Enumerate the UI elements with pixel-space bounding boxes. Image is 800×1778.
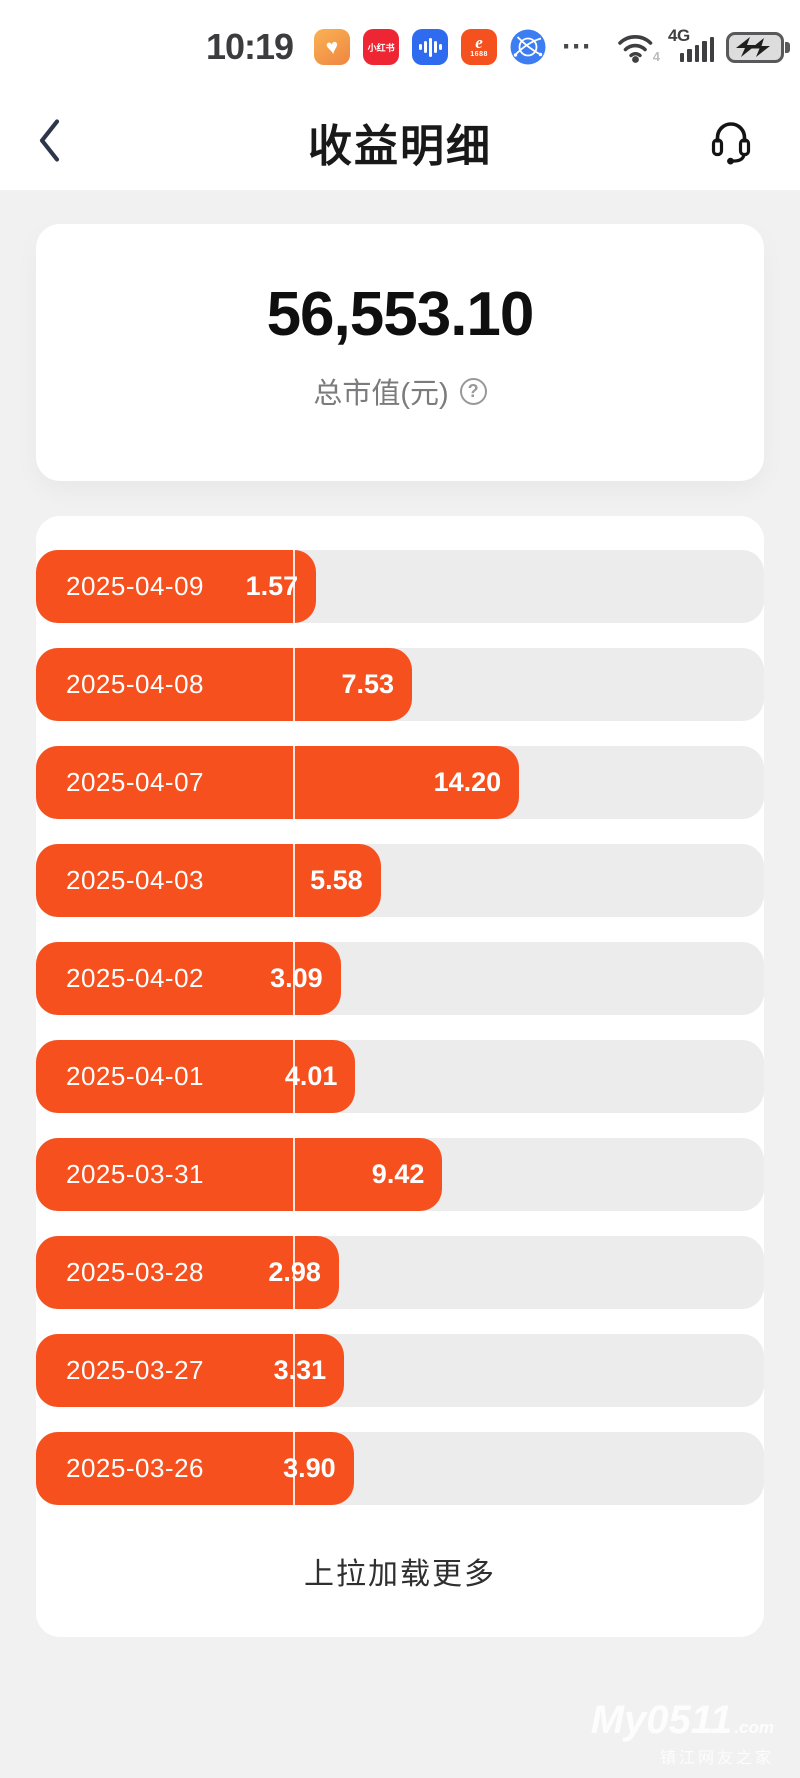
bar-row[interactable]: 2025-03-27 3.31 — [36, 1334, 764, 1407]
bar-date: 2025-04-01 — [66, 1061, 204, 1091]
bar-fill: 2025-04-03 5.58 — [36, 844, 381, 917]
load-more-text: 上拉加载更多 — [304, 1558, 496, 1591]
back-button[interactable] — [30, 113, 70, 172]
bar-fill: 2025-03-27 3.31 — [36, 1334, 345, 1407]
alibaba-1688-app-icon: e 1688 — [461, 29, 498, 65]
headset-icon — [708, 122, 754, 169]
signal-bars-icon — [679, 37, 714, 62]
wifi-icon: 4 — [616, 30, 660, 64]
help-icon[interactable]: ? — [459, 377, 487, 405]
bar-date: 2025-03-26 — [66, 1453, 204, 1483]
xiaohongshu-app-icon: 小红书 — [363, 29, 400, 65]
watermark-line1: My0511 .com — [590, 1698, 774, 1742]
bar-chart: 2025-04-09 1.57 2025-04-08 7.53 2025-04-… — [36, 522, 764, 1505]
header: 10:19 ♥ 小红书 e 1688 — [0, 0, 800, 190]
total-label: 总市值(元) — [313, 378, 449, 410]
bar-value: 3.09 — [270, 963, 323, 993]
earnings-chart-card: 2025-04-09 1.57 2025-04-08 7.53 2025-04-… — [36, 516, 764, 1637]
bar-value: 9.42 — [371, 1159, 425, 1189]
bar-row[interactable]: 2025-04-09 1.57 — [36, 550, 764, 623]
bar-date: 2025-04-09 — [66, 571, 204, 601]
bar-fill: 2025-04-01 4.01 — [36, 1040, 356, 1113]
bar-row[interactable]: 2025-04-07 14.20 — [36, 746, 764, 819]
chevron-left-icon — [34, 119, 66, 168]
bar-row[interactable]: 2025-04-08 7.53 — [36, 648, 764, 721]
cellular-signal-icon: 4G — [668, 26, 714, 65]
bar-row[interactable]: 2025-04-01 4.01 — [36, 1040, 764, 1113]
bar-fill: 2025-03-31 9.42 — [36, 1138, 443, 1211]
watermark-line2: 镇江网友之家 — [659, 1750, 774, 1767]
health-app-icon: ♥ — [314, 29, 351, 65]
bar-value: 5.58 — [310, 865, 363, 895]
voice-waveform-app-icon — [412, 29, 449, 65]
bar-row[interactable]: 2025-03-31 9.42 — [36, 1138, 764, 1211]
nav-bar: 收益明细 — [0, 94, 800, 190]
status-bar-left: 10:19 ♥ 小红书 e 1688 — [206, 26, 593, 67]
status-bar: 10:19 ♥ 小红书 e 1688 — [0, 24, 800, 70]
bar-value: 1.57 — [245, 571, 299, 601]
total-label-row: 总市值(元) ? — [313, 370, 487, 412]
chart-gridline — [292, 522, 295, 1505]
bar-date: 2025-04-02 — [66, 963, 204, 993]
bar-fill: 2025-03-26 3.90 — [36, 1432, 354, 1505]
bar-row[interactable]: 2025-04-03 5.58 — [36, 844, 764, 917]
bar-value: 3.90 — [283, 1453, 336, 1483]
bar-fill: 2025-04-07 14.20 — [36, 746, 520, 819]
clock: 10:19 — [206, 26, 294, 67]
bar-row[interactable]: 2025-04-02 3.09 — [36, 942, 764, 1015]
status-bar-right: 4 4G — [616, 26, 790, 65]
bar-date: 2025-03-31 — [66, 1159, 204, 1189]
network-type-label: 4G — [668, 26, 690, 45]
wifi-speed-indicator: 4 — [652, 49, 660, 64]
bar-fill: 2025-03-28 2.98 — [36, 1236, 339, 1309]
bar-row[interactable]: 2025-03-26 3.90 — [36, 1432, 764, 1505]
page-title: 收益明细 — [308, 122, 492, 171]
watermark: My0511 .com 镇江网友之家 — [591, 1700, 774, 1768]
total-market-value: 56,553.10 — [266, 280, 535, 349]
bar-fill: 2025-04-02 3.09 — [36, 942, 341, 1015]
bar-date: 2025-04-03 — [66, 865, 204, 895]
main-content: 56,553.10 总市值(元) ? 2025-04-09 1.57 2025-… — [0, 224, 800, 1637]
bar-fill: 2025-04-08 7.53 — [36, 648, 412, 721]
bar-fill: 2025-04-09 1.57 — [36, 550, 317, 623]
bar-row[interactable]: 2025-03-28 2.98 — [36, 1236, 764, 1309]
summary-card: 56,553.10 总市值(元) ? — [36, 224, 764, 481]
bar-date: 2025-03-27 — [66, 1355, 204, 1385]
globe-app-icon — [510, 29, 546, 65]
customer-service-button[interactable] — [706, 114, 756, 171]
bar-date: 2025-04-07 — [66, 767, 204, 797]
bar-date: 2025-04-08 — [66, 669, 204, 699]
bar-value: 7.53 — [341, 669, 394, 699]
bar-date: 2025-03-28 — [66, 1257, 204, 1287]
bar-value: 14.20 — [433, 767, 502, 797]
battery-charging-icon — [726, 31, 790, 63]
bar-value: 3.31 — [273, 1355, 327, 1385]
